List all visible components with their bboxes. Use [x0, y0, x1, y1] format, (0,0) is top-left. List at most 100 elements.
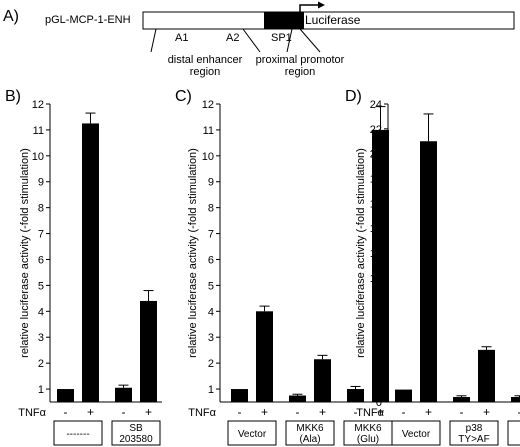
y-tick-label: 7: [208, 229, 214, 241]
group-box: [285, 420, 335, 446]
bar: [289, 395, 306, 402]
treatment-sign: -: [122, 405, 126, 419]
bar: [372, 129, 389, 403]
treatment-sign: -: [460, 405, 464, 419]
treatment-label: TNFα: [188, 407, 216, 419]
y-tick-label: 6: [376, 323, 382, 335]
treatment-sign: -: [518, 405, 520, 419]
group-label: Vector: [238, 429, 267, 440]
bar: [314, 359, 331, 402]
panel-letter: D): [345, 88, 362, 105]
y-tick-label: 18: [370, 174, 382, 186]
site-a2: A2: [226, 32, 239, 44]
transcription-arrowhead: [318, 1, 325, 9]
site-sp1: SP1: [271, 32, 292, 44]
bar: [140, 300, 157, 402]
group-box: [449, 420, 499, 446]
y-tick-label: 4: [208, 306, 214, 318]
group-box: [227, 420, 277, 446]
y-tick-label: 4: [376, 347, 382, 359]
proximal-region-label: region: [285, 66, 316, 78]
bar: [256, 311, 273, 402]
group-label: (Ala): [299, 434, 320, 445]
proximal-region-label: proximal promotor: [256, 54, 345, 66]
y-tick-label: 20: [370, 149, 382, 161]
group-box: [391, 420, 441, 446]
panel-letter: B): [5, 88, 21, 105]
panel-a-letter: A): [3, 8, 19, 25]
y-tick-label: 8: [38, 203, 44, 215]
group-label: p38: [466, 423, 483, 434]
bar-charts: B) relative luciferase activity (-fold st…: [5, 88, 520, 446]
chart-panel: C) relative luciferase activity (-fold st…: [175, 88, 394, 446]
group-label: Vector: [402, 429, 431, 440]
treatment-sign: +: [145, 405, 152, 419]
y-axis-label: relative luciferase activity (-fold stim…: [19, 148, 31, 358]
y-tick-label: 12: [202, 99, 214, 111]
y-tick-label: 5: [208, 280, 214, 292]
group-label: (Glu): [357, 434, 379, 445]
y-tick-label: 6: [38, 254, 44, 266]
y-tick-label: 11: [203, 125, 214, 137]
treatment-sign: +: [261, 405, 268, 419]
distal-region-label: distal enhancer: [168, 54, 243, 66]
y-tick-label: 1: [208, 384, 214, 396]
y-tick-label: 22: [370, 124, 382, 136]
proximal-region-pointer: [299, 28, 321, 53]
y-tick-label: 2: [376, 372, 382, 384]
distal-region-pointer: [150, 28, 157, 53]
y-tick-label: 3: [208, 332, 214, 344]
y-tick-label: 8: [376, 298, 382, 310]
group-box: [507, 420, 520, 446]
treatment-sign: +: [425, 405, 432, 419]
treatment-sign: -: [238, 405, 242, 419]
reporter-label: Luciferase: [305, 13, 361, 27]
treatment-sign: -: [354, 405, 358, 419]
y-tick-label: 8: [208, 203, 214, 215]
panel-a: A) pGL-MCP-1-ENH Luciferase A1 A2 SP1 di…: [3, 1, 515, 78]
promoter-block: [264, 12, 304, 29]
y-tick-label: 0: [376, 397, 382, 409]
bar: [395, 389, 412, 402]
site-a1: A1: [175, 32, 188, 44]
group-label: 203580: [119, 434, 153, 445]
distal-region-pointer: [242, 28, 261, 53]
bar: [347, 389, 364, 402]
y-axis-label: relative luciferase activity (-fold stim…: [355, 148, 367, 358]
group-box: [53, 420, 103, 446]
y-tick-label: 2: [208, 358, 214, 370]
y-tick-label: 10: [32, 151, 44, 163]
treatment-sign: +: [87, 405, 94, 419]
chart-panel: D) relative luciferase activity (-fold st…: [345, 88, 520, 446]
y-tick-label: 16: [370, 198, 382, 210]
treatment-sign: -: [64, 405, 68, 419]
construct-box: [142, 11, 515, 30]
bar: [231, 389, 248, 402]
bar: [115, 387, 132, 402]
treatment-sign: -: [402, 405, 406, 419]
y-tick-label: 11: [33, 125, 44, 137]
transcription-start-arrow: [299, 4, 318, 12]
group-label: -------: [66, 429, 89, 440]
treatment-sign: -: [296, 405, 300, 419]
group-box: [111, 420, 161, 446]
y-tick-label: 3: [38, 332, 44, 344]
construct-name: pGL-MCP-1-ENH: [45, 14, 131, 26]
y-tick-label: 14: [370, 223, 382, 235]
y-tick-label: 6: [208, 254, 214, 266]
treatment-sign: +: [483, 405, 490, 419]
y-axis-label: relative luciferase activity (-fold stim…: [187, 148, 199, 358]
panel-letter: C): [175, 88, 192, 105]
group-label: MKK6: [296, 423, 324, 434]
y-tick-label: 12: [32, 99, 44, 111]
y-tick-label: 10: [202, 151, 214, 163]
bar: [57, 389, 74, 402]
bar: [478, 349, 495, 402]
treatment-sign: +: [377, 405, 384, 419]
bar: [453, 397, 470, 402]
bar: [420, 141, 437, 402]
y-tick-label: 12: [370, 248, 382, 260]
proximal-region-pointer: [286, 28, 293, 53]
y-tick-label: 9: [208, 177, 214, 189]
